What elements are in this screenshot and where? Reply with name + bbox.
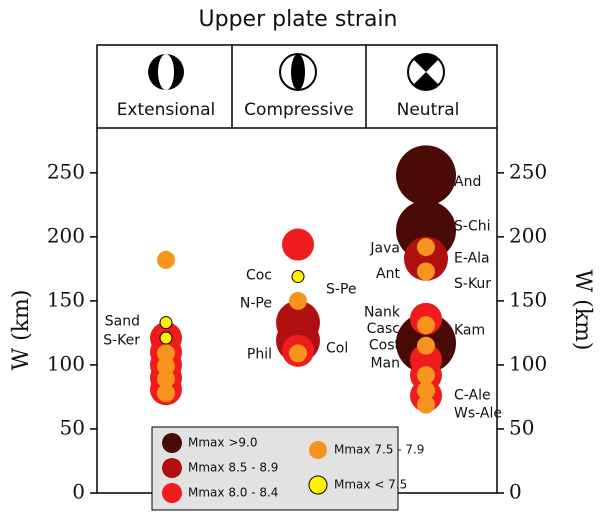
legend-label: Mmax < 7.5: [334, 478, 407, 492]
category-label: Neutral: [397, 100, 460, 120]
data-point: [157, 344, 175, 363]
legend-label: Mmax >9.0: [188, 436, 257, 450]
legend-marker: [162, 433, 182, 453]
zone-label: Casc: [367, 321, 400, 337]
y-axis-label: W (km): [9, 290, 34, 371]
y2-tick-label: 150: [509, 287, 547, 311]
legend-label: Mmax 8.0 - 8.4: [188, 486, 278, 500]
y2-axis-label: W (km): [570, 270, 595, 351]
data-point: [157, 384, 175, 403]
zone-label: Cost: [369, 338, 401, 354]
zone-label: S-Chi: [454, 219, 490, 235]
category-label: Compressive: [244, 100, 354, 120]
legend-box: [151, 426, 399, 511]
zone-label: S-Ker: [103, 333, 140, 349]
data-point: [289, 291, 307, 310]
y-tick-label: 150: [47, 287, 85, 311]
zone-label: Java: [369, 240, 400, 256]
legend-label: Mmax 7.5 - 7.9: [334, 443, 424, 457]
data-point: [396, 145, 456, 206]
data-point: [417, 366, 435, 385]
y-tick-label: 0: [72, 480, 85, 504]
zone-label: S-Kur: [454, 276, 491, 292]
zone-label: Phil: [247, 347, 272, 363]
y2-tick-label: 100: [509, 351, 547, 375]
data-point: [417, 395, 435, 414]
y-tick-label: 50: [60, 415, 85, 439]
data-point: [289, 344, 307, 363]
legend-marker: [162, 458, 182, 478]
data-point: [282, 228, 314, 261]
data-point: [291, 270, 305, 284]
data-point: [404, 236, 448, 281]
zone-label: Kam: [454, 322, 485, 338]
zone-label: S-Pe: [326, 281, 357, 297]
zone-label: Col: [326, 340, 348, 356]
zone-label: Ws-Ale: [454, 406, 502, 422]
y2-tick-label: 250: [509, 159, 547, 183]
zone-label: Man: [370, 356, 400, 372]
data-point: [159, 331, 173, 345]
zone-label: C-Ale: [454, 388, 491, 404]
data-point: [157, 250, 175, 269]
y2-tick-label: 200: [509, 223, 547, 247]
data-point: [417, 262, 435, 281]
data-point: [157, 357, 175, 376]
y2-tick-label: 0: [509, 480, 522, 504]
data-point: [157, 370, 175, 389]
zone-label: Sand: [105, 313, 140, 329]
zone-label: And: [454, 174, 481, 190]
compressive-icon: [279, 53, 317, 91]
legend-marker: [309, 441, 327, 459]
zone-label: N-Pe: [240, 295, 272, 311]
legend-marker: [308, 475, 328, 495]
data-point: [417, 238, 435, 257]
legend-label: Mmax 8.5 - 8.9: [188, 461, 278, 475]
zone-label: E-Ala: [454, 251, 490, 267]
chart-title: Upper plate strain: [199, 7, 398, 32]
neutral-icon: [407, 53, 445, 91]
y2-tick-label: 50: [509, 415, 534, 439]
extensional-icon: [148, 54, 184, 90]
data-point: [417, 381, 435, 400]
data-point: [159, 316, 173, 330]
data-point: [417, 336, 435, 355]
y-tick-label: 200: [47, 223, 85, 247]
data-point: [417, 316, 435, 335]
legend-marker: [162, 483, 182, 503]
zone-label: Ant: [376, 266, 400, 282]
zone-label: Nank: [364, 304, 401, 320]
category-label: Extensional: [117, 100, 216, 120]
legend: Mmax >9.0 Mmax 8.5 - 8.9 Mmax 8.0 - 8.4 Mma…: [151, 426, 424, 511]
zone-label: Coc: [246, 267, 272, 283]
y-tick-label: 100: [47, 351, 85, 375]
y-tick-label: 250: [47, 159, 85, 183]
